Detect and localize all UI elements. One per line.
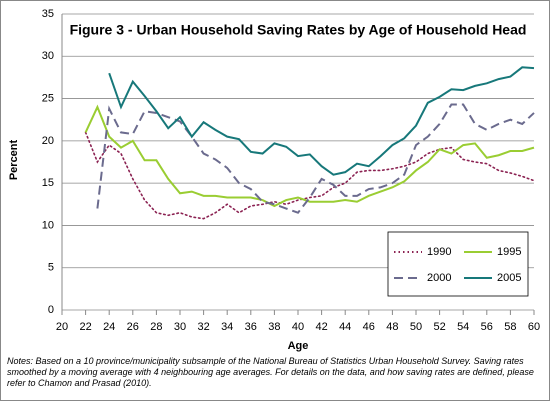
x-tick-label: 32 [197,321,209,333]
chart-title: Figure 3 - Urban Household Saving Rates … [70,22,527,38]
x-tick-label: 30 [174,321,186,333]
x-tick-label: 58 [504,321,516,333]
y-tick-label: 15 [42,177,54,189]
x-tick-label: 38 [268,321,280,333]
x-tick-label: 56 [481,321,493,333]
x-tick-label: 42 [315,321,327,333]
x-tick-label: 40 [292,321,304,333]
x-tick-label: 50 [410,321,422,333]
y-tick-label: 25 [42,92,54,104]
legend-label: 1995 [497,246,521,258]
series-line [84,131,535,220]
x-tick-label: 46 [363,321,375,333]
x-tick-label: 34 [221,321,233,333]
x-tick-label: 60 [528,321,540,333]
legend-box [387,231,529,297]
notes: Notes: Based on a 10 province/municipali… [7,356,534,388]
legend-label: 2000 [427,272,451,284]
x-tick-label: 52 [433,321,445,333]
x-tick-label: 48 [386,321,398,333]
x-tick-label: 24 [103,321,115,333]
legend-label: 2005 [497,272,521,284]
y-tick-label: 10 [42,219,54,231]
y-tick-label: 20 [42,135,54,147]
x-tick-label: 36 [245,321,257,333]
x-tick-label: 22 [79,321,91,333]
x-tick-label: 26 [127,321,139,333]
x-axis-label: Age [288,340,309,352]
y-axis-label: Percent [8,139,20,180]
y-tick-label: 35 [42,8,54,20]
y-tick-label: 30 [42,50,54,62]
series-line [84,104,535,208]
x-tick-label: 20 [56,321,68,333]
series-line [96,103,535,214]
y-tick-label: 0 [48,304,54,316]
legend-label: 1990 [427,246,451,258]
x-tick-label: 28 [150,321,162,333]
x-tick-label: 44 [339,321,351,333]
x-tick-label: 54 [457,321,469,333]
series-line [108,66,535,176]
y-tick-label: 5 [48,262,54,274]
